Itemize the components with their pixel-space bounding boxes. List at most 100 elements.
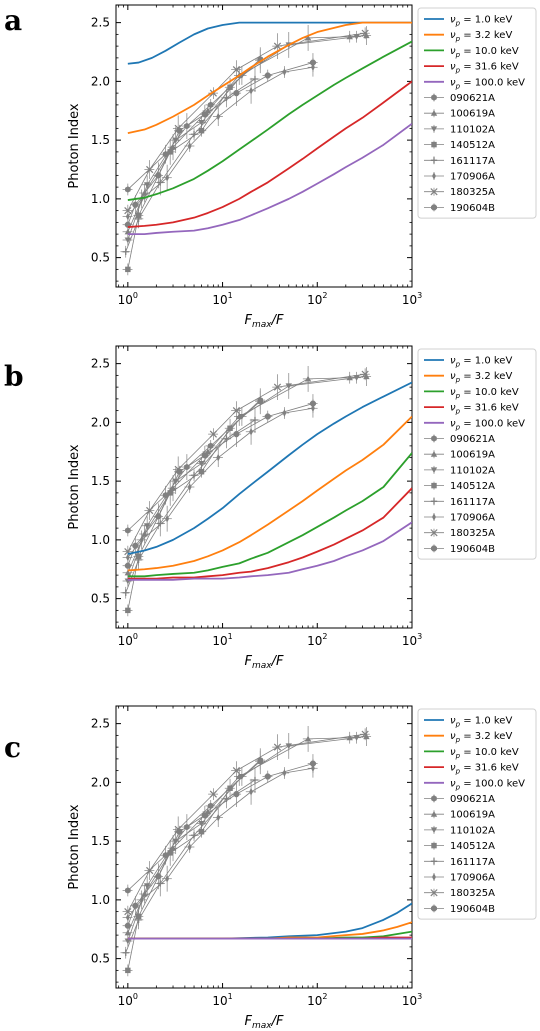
obs-line-190604B bbox=[127, 403, 314, 566]
legend-label: 161117A bbox=[450, 156, 495, 167]
x-tick-label: 103 bbox=[402, 992, 422, 1008]
legend-marker bbox=[431, 795, 437, 802]
legend-label: 100619A bbox=[450, 450, 495, 461]
obs-point-190604B bbox=[201, 111, 208, 118]
legend-label: 161117A bbox=[450, 857, 495, 868]
obs-point-140512A bbox=[125, 967, 131, 974]
legend-marker bbox=[432, 172, 436, 180]
legend: νp = 1.0 keV νp = 3.2 keV νp = 10.0 keV νp … bbox=[417, 348, 537, 560]
legend-label: νp = 100.0 keV bbox=[450, 418, 525, 431]
obs-point-170906A bbox=[216, 453, 221, 462]
legend-marker bbox=[430, 188, 438, 196]
obs-point-180325A bbox=[209, 790, 218, 798]
obs-point-161117A bbox=[190, 832, 198, 839]
model-line-0 bbox=[127, 21, 412, 65]
obs-point-161117A bbox=[190, 131, 198, 138]
y-tick-label: 0.5 bbox=[91, 592, 110, 606]
obs-point-140512A bbox=[125, 266, 131, 273]
obs-point-190604B bbox=[264, 413, 271, 420]
obs-point-110102A bbox=[198, 119, 205, 126]
obs-point-161117A bbox=[122, 589, 129, 596]
obs-point-110102A bbox=[172, 137, 179, 144]
obs-point-090621A bbox=[162, 151, 169, 158]
legend-marker bbox=[430, 110, 438, 116]
panel-letter: c bbox=[4, 731, 21, 764]
legend-label: 170906A bbox=[450, 513, 495, 524]
obs-point-180325A bbox=[232, 66, 241, 74]
chart-panel-c: c 0.5 1.0 1.5 2.0 2.5 100 101 102 103 Fmax/F Photon… bbox=[4, 705, 537, 1031]
legend-marker bbox=[431, 94, 437, 101]
legend-label: νp = 10.0 keV bbox=[450, 747, 519, 760]
legend-marker bbox=[431, 141, 437, 148]
obs-point-190604B bbox=[264, 773, 271, 780]
legend-marker bbox=[430, 451, 438, 457]
obs-point-100619A bbox=[304, 34, 312, 41]
y-axis-label: Photon Index bbox=[67, 804, 82, 890]
x-tick-label: 103 bbox=[402, 632, 422, 648]
y-tick-label: 2.0 bbox=[91, 775, 110, 789]
obs-point-190604B bbox=[233, 791, 240, 798]
obs-point-190604B bbox=[309, 760, 316, 767]
obs-point-140512A bbox=[167, 490, 173, 496]
legend-label: 110102A bbox=[450, 825, 495, 836]
legend: νp = 1.0 keV νp = 3.2 keV νp = 10.0 keV νp … bbox=[417, 7, 537, 219]
plot-frame bbox=[115, 4, 413, 288]
legend-box bbox=[417, 7, 537, 219]
observations bbox=[120, 24, 372, 276]
legend-label: 110102A bbox=[450, 124, 495, 135]
legend-label: 190604B bbox=[450, 544, 495, 555]
legend-label: νp = 10.0 keV bbox=[450, 387, 519, 400]
obs-point-170906A bbox=[249, 427, 253, 436]
x-axis-label: Fmax/F bbox=[245, 654, 284, 671]
obs-point-190604B bbox=[233, 90, 240, 97]
y-tick-label: 1.0 bbox=[91, 893, 110, 907]
model-line-2 bbox=[127, 40, 412, 201]
y-axis-label: Photon Index bbox=[67, 444, 82, 530]
x-axis-label: Fmax/F bbox=[245, 313, 284, 330]
obs-point-140512A bbox=[125, 607, 131, 614]
obs-point-180325A bbox=[124, 908, 132, 916]
obs-line-190604B bbox=[127, 62, 314, 225]
obs-point-110102A bbox=[124, 938, 132, 945]
obs-point-190604B bbox=[176, 127, 183, 134]
obs-point-140512A bbox=[227, 84, 233, 90]
obs-point-140512A bbox=[257, 57, 263, 63]
obs-point-140512A bbox=[257, 398, 263, 404]
obs-point-170906A bbox=[282, 769, 287, 777]
legend-label: 100619A bbox=[450, 109, 495, 120]
legend-label: νp = 1.0 keV bbox=[450, 15, 512, 28]
y-tick-label: 2.5 bbox=[91, 16, 110, 30]
obs-line-100619A bbox=[127, 736, 367, 933]
x-tick-label: 103 bbox=[402, 291, 422, 307]
obs-line-170906A bbox=[127, 66, 314, 217]
legend-marker bbox=[430, 858, 438, 865]
obs-point-190604B bbox=[201, 452, 208, 459]
legend-label: 140512A bbox=[450, 841, 495, 852]
legend-marker bbox=[430, 467, 438, 474]
y-tick-label: 2.0 bbox=[91, 74, 110, 88]
obs-line-090621A bbox=[127, 759, 261, 891]
legend-label: νp = 100.0 keV bbox=[450, 77, 525, 90]
legend-label: νp = 3.2 keV bbox=[450, 731, 512, 744]
legend-label: 090621A bbox=[450, 434, 495, 445]
legend-label: νp = 100.0 keV bbox=[450, 778, 525, 791]
obs-point-100619A bbox=[304, 735, 312, 742]
legend-marker bbox=[430, 811, 438, 817]
panel-letter: a bbox=[4, 4, 22, 37]
legend-label: 090621A bbox=[450, 794, 495, 805]
obs-point-190604B bbox=[264, 72, 271, 79]
obs-point-161117A bbox=[122, 949, 129, 956]
obs-point-190604B bbox=[176, 468, 183, 475]
legend-label: 140512A bbox=[450, 481, 495, 492]
model-line-3 bbox=[127, 80, 412, 228]
obs-line-100619A bbox=[127, 376, 367, 573]
plot-frame bbox=[115, 345, 413, 629]
obs-point-180325A bbox=[232, 407, 241, 415]
legend-marker bbox=[432, 513, 436, 521]
model-line-0 bbox=[127, 381, 412, 555]
model-line-2 bbox=[127, 452, 412, 578]
obs-point-110102A bbox=[198, 820, 205, 827]
legend-label: νp = 31.6 keV bbox=[450, 763, 519, 776]
y-tick-label: 1.5 bbox=[91, 474, 110, 488]
obs-point-170906A bbox=[139, 896, 144, 904]
